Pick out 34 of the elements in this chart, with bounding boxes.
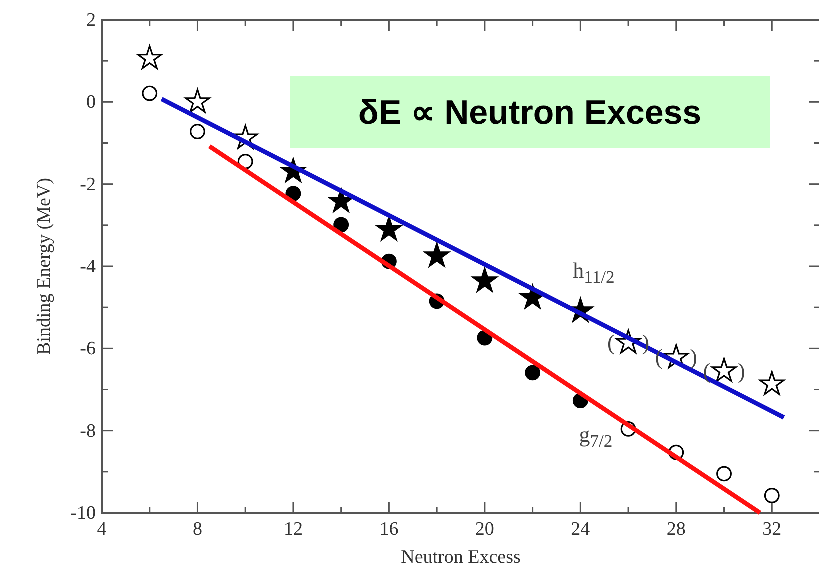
x-tick-label: 32 <box>762 519 782 540</box>
y-tick-label: -4 <box>80 256 96 278</box>
point <box>764 488 780 504</box>
annotation: g$_{7/2}$ <box>579 422 613 452</box>
x-axis-title: Neutron Excess <box>401 547 521 568</box>
point <box>712 358 737 382</box>
point <box>760 371 785 396</box>
x-tick-label: 20 <box>475 519 494 540</box>
x-tick-label: 28 <box>666 519 686 540</box>
point <box>424 243 450 267</box>
annotation: h$_{11/2}$ <box>573 258 615 288</box>
x-tick-label: 12 <box>284 519 303 540</box>
y-tick-label: -10 <box>70 503 96 524</box>
y-tick-label: -8 <box>80 420 96 442</box>
point <box>716 466 732 482</box>
x-tick-label: 4 <box>97 519 108 540</box>
point <box>190 124 206 140</box>
x-tick-label: 8 <box>192 519 202 540</box>
x-tick-label: 16 <box>380 519 399 540</box>
point <box>472 268 498 292</box>
point <box>185 89 210 113</box>
y-axis-title: Binding Energy (MeV) <box>34 178 55 355</box>
point <box>328 188 354 212</box>
x-tick-label: 24 <box>571 519 591 540</box>
point <box>334 217 350 233</box>
point <box>137 46 162 70</box>
y-tick-label: -2 <box>80 174 96 196</box>
point <box>376 216 402 241</box>
point <box>525 365 541 381</box>
y-tick-label: 2 <box>86 10 96 31</box>
annotation: δE ∝ Neutron Excess <box>358 94 702 132</box>
point <box>142 86 158 102</box>
y-tick-label: -6 <box>80 338 96 360</box>
y-tick-label: 0 <box>86 92 96 114</box>
